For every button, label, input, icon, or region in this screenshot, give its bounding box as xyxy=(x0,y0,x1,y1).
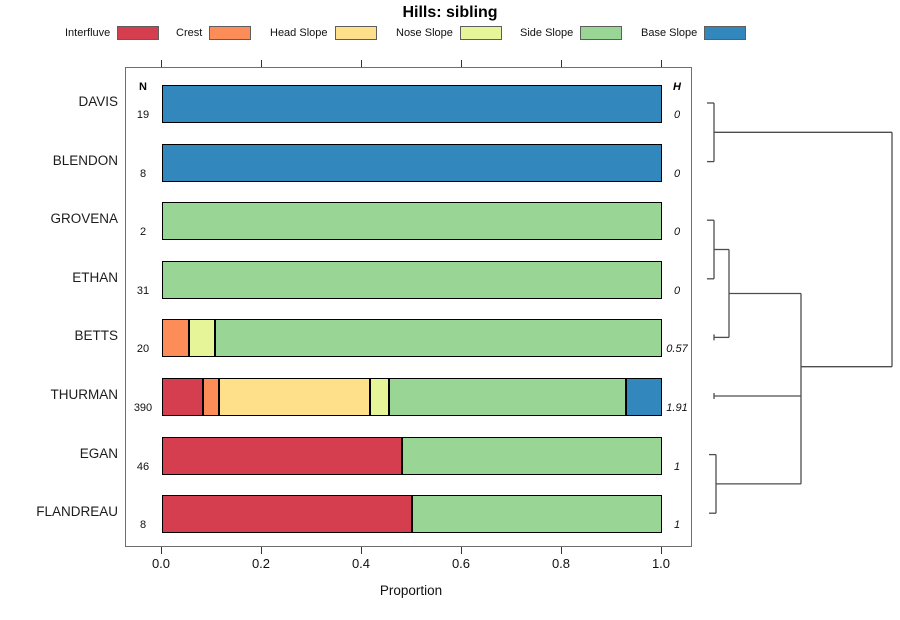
x-axis-top-tick-0.8 xyxy=(561,60,563,67)
bar-segment-head-slope xyxy=(218,378,371,416)
legend-swatch-side-slope xyxy=(580,25,623,40)
n-value-davis: 19 xyxy=(136,109,150,121)
x-axis-bottom-tick-0.6 xyxy=(461,547,463,554)
dendrogram xyxy=(707,102,893,514)
legend-label: Interfluve xyxy=(65,26,111,39)
x-axis-top-tick-1.0 xyxy=(661,60,663,67)
n-value-betts: 20 xyxy=(136,343,150,355)
bar-segment-side-slope xyxy=(215,319,662,357)
row-label-blendon: BLENDON xyxy=(52,153,118,168)
bar-segment-base-slope xyxy=(162,144,662,182)
row-label-ethan: ETHAN xyxy=(72,270,118,285)
bar-segment-nose-slope xyxy=(370,378,389,416)
x-axis-tick-label-0.8: 0.8 xyxy=(551,556,571,571)
legend-swatch-crest xyxy=(209,25,252,40)
legend-label: Crest xyxy=(176,26,203,39)
row-label-thurman: THURMAN xyxy=(50,387,119,402)
legend-swatch-nose-slope xyxy=(459,25,502,40)
legend-label: Base Slope xyxy=(641,26,698,39)
bar-segment-side-slope xyxy=(412,495,662,533)
bar-segment-interfluve xyxy=(162,378,204,416)
legend-label: Head Slope xyxy=(270,26,328,39)
legend-item-nose-slope: Nose Slope xyxy=(396,24,502,41)
bar-segment-side-slope xyxy=(162,261,662,299)
x-axis-top-tick-0.2 xyxy=(261,60,263,67)
bar-betts xyxy=(162,319,662,357)
h-value-davis: 0 xyxy=(673,109,681,121)
bar-segment-base-slope xyxy=(625,378,662,416)
bar-segment-crest xyxy=(203,378,219,416)
legend-swatch-interfluve xyxy=(117,25,160,40)
row-label-davis: DAVIS xyxy=(78,94,118,109)
h-value-ethan: 0 xyxy=(673,285,681,297)
x-axis-top-tick-0.0 xyxy=(161,60,163,67)
x-axis-bottom-tick-0.0 xyxy=(161,547,163,554)
plot-area: N H 19 0 8 0 2 0 31 0 20 0.57 390 1.91 46 1 8 1 xyxy=(125,67,692,547)
x-axis-bottom-tick-0.8 xyxy=(561,547,563,554)
bar-thurman xyxy=(162,378,662,416)
x-axis-top-tick-0.6 xyxy=(461,60,463,67)
h-value-thurman: 1.91 xyxy=(666,402,688,414)
bar-segment-side-slope xyxy=(162,202,662,240)
legend-item-head-slope: Head Slope xyxy=(270,24,377,41)
bar-segment-side-slope xyxy=(388,378,626,416)
h-value-grovena: 0 xyxy=(673,226,681,238)
row-label-egan: EGAN xyxy=(79,446,118,461)
n-value-grovena: 2 xyxy=(139,226,147,238)
h-value-egan: 1 xyxy=(673,461,681,473)
chart-title: Hills: sibling xyxy=(402,4,498,21)
bar-grovena xyxy=(162,202,662,240)
row-label-betts: BETTS xyxy=(74,328,118,343)
bar-davis xyxy=(162,85,662,123)
x-axis-bottom-tick-0.4 xyxy=(361,547,363,554)
bar-segment-interfluve xyxy=(162,495,412,533)
bar-ethan xyxy=(162,261,662,299)
x-axis-top-tick-0.4 xyxy=(361,60,363,67)
x-axis-tick-label-1.0: 1.0 xyxy=(651,556,671,571)
n-column-header: N xyxy=(139,81,147,93)
legend-item-crest: Crest xyxy=(176,24,252,41)
n-value-ethan: 31 xyxy=(136,285,150,297)
n-value-flandreau: 8 xyxy=(139,519,147,531)
bar-flandreau xyxy=(162,495,662,533)
legend-item-side-slope: Side Slope xyxy=(520,24,623,41)
row-label-flandreau: FLANDREAU xyxy=(36,504,118,519)
bar-egan xyxy=(162,437,662,475)
bar-segment-crest xyxy=(162,319,189,357)
legend-item-base-slope: Base Slope xyxy=(641,24,747,41)
x-axis-tick-label-0.0: 0.0 xyxy=(151,556,171,571)
h-value-blendon: 0 xyxy=(673,168,681,180)
n-value-blendon: 8 xyxy=(139,168,147,180)
legend-swatch-head-slope xyxy=(334,25,377,40)
x-axis-bottom-tick-1.0 xyxy=(661,547,663,554)
x-axis-tick-label-0.2: 0.2 xyxy=(251,556,271,571)
bar-segment-interfluve xyxy=(162,437,403,475)
row-label-grovena: GROVENA xyxy=(50,211,118,226)
n-value-egan: 46 xyxy=(136,461,150,473)
x-axis-title: Proportion xyxy=(379,583,443,598)
bar-segment-side-slope xyxy=(402,437,662,475)
legend-item-interfluve: Interfluve xyxy=(65,24,160,41)
x-axis-tick-label-0.6: 0.6 xyxy=(451,556,471,571)
legend-swatch-base-slope xyxy=(704,25,747,40)
legend-label: Side Slope xyxy=(520,26,574,39)
bar-segment-base-slope xyxy=(162,85,662,123)
n-value-thurman: 390 xyxy=(133,402,153,414)
h-value-betts: 0.57 xyxy=(666,343,688,355)
bar-blendon xyxy=(162,144,662,182)
bar-segment-nose-slope xyxy=(188,319,216,357)
h-column-header: H xyxy=(673,81,681,93)
h-value-flandreau: 1 xyxy=(673,519,681,531)
x-axis-bottom-tick-0.2 xyxy=(261,547,263,554)
x-axis-tick-label-0.4: 0.4 xyxy=(351,556,371,571)
legend-label: Nose Slope xyxy=(396,26,453,39)
